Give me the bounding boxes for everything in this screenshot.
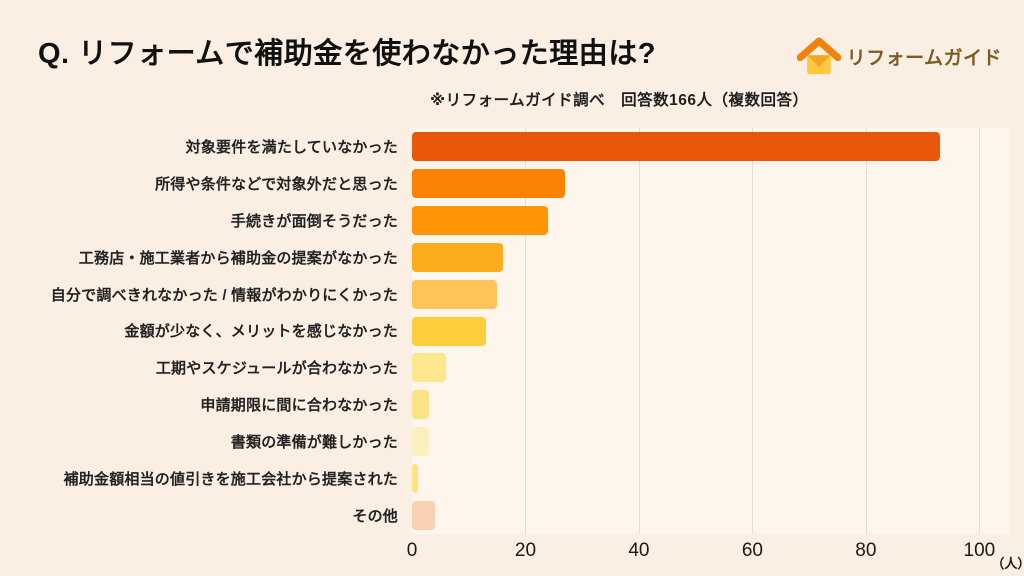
gridline bbox=[865, 128, 867, 534]
category-label-row: 工務店・施工業者から補助金の提案がなかった bbox=[0, 239, 405, 276]
x-tick-label: 100 bbox=[963, 540, 996, 561]
category-label: 手続きが面倒そうだった bbox=[230, 212, 398, 230]
bar bbox=[412, 279, 498, 309]
x-tick-label: 20 bbox=[514, 540, 537, 561]
bar bbox=[412, 242, 503, 272]
category-label: 書類の準備が難しかった bbox=[230, 434, 398, 452]
bar bbox=[412, 353, 447, 383]
x-tick-label: 40 bbox=[628, 540, 650, 561]
category-label-row: 補助金額相当の値引きを施工会社から提案された bbox=[0, 460, 405, 497]
brand-logo-text: リフォームガイド bbox=[846, 47, 1002, 69]
bar-chart-plot-area bbox=[412, 128, 1010, 534]
category-label: 自分で調べきれなかった / 情報がわかりにくかった bbox=[50, 286, 398, 304]
category-label-row: 所得や条件などで対象外だと思った bbox=[0, 165, 405, 202]
survey-note: ※リフォームガイド調べ 回答数166人（複数回答） bbox=[430, 92, 809, 109]
gridline bbox=[752, 128, 754, 534]
category-label: その他 bbox=[352, 507, 398, 525]
bar bbox=[412, 316, 486, 346]
gridline bbox=[525, 128, 527, 534]
bar bbox=[412, 168, 566, 198]
category-label: 工務店・施工業者から補助金の提案がなかった bbox=[78, 249, 398, 267]
chart-title: Q. リフォームで補助金を使わなかった理由は? bbox=[38, 38, 657, 70]
bar bbox=[412, 205, 549, 235]
category-label-row: 金額が少なく、メリットを感じなかった bbox=[0, 312, 405, 349]
category-label: 金額が少なく、メリットを感じなかった bbox=[124, 323, 398, 341]
bar bbox=[412, 131, 940, 161]
x-tick-label: 0 bbox=[406, 540, 418, 561]
x-axis: 0 20 40 60 80 100（人） bbox=[407, 540, 1024, 571]
gridline bbox=[638, 128, 640, 534]
brand-logo: リフォームガイド bbox=[796, 36, 1002, 76]
category-label: 工期やスケジュールが合わなかった bbox=[155, 360, 398, 378]
gridline bbox=[979, 128, 981, 534]
bar bbox=[412, 390, 430, 420]
category-label-row: 書類の準備が難しかった bbox=[0, 423, 405, 460]
category-label-row: 自分で調べきれなかった / 情報がわかりにくかった bbox=[0, 276, 405, 313]
category-label-row: 手続きが面倒そうだった bbox=[0, 202, 405, 239]
category-label-row: 申請期限に間に合わなかった bbox=[0, 386, 405, 423]
x-tick-label: 80 bbox=[855, 540, 877, 561]
x-axis-unit-label: （人） bbox=[991, 556, 1024, 571]
category-label: 申請期限に間に合わなかった bbox=[200, 397, 398, 415]
category-label-row: その他 bbox=[0, 497, 405, 534]
category-labels: 対象要件を満たしていなかった所得や条件などで対象外だと思った手続きが面倒そうだっ… bbox=[0, 128, 405, 534]
category-label: 対象要件を満たしていなかった bbox=[185, 138, 398, 156]
house-logo-icon bbox=[796, 36, 841, 76]
bar bbox=[412, 464, 418, 494]
category-label: 所得や条件などで対象外だと思った bbox=[155, 175, 398, 193]
category-label-row: 工期やスケジュールが合わなかった bbox=[0, 349, 405, 386]
bar bbox=[412, 427, 430, 457]
category-label-row: 対象要件を満たしていなかった bbox=[0, 128, 405, 165]
x-tick-label: 60 bbox=[741, 540, 763, 561]
bar bbox=[412, 501, 435, 531]
category-label: 補助金額相当の値引きを施工会社から提案された bbox=[63, 470, 398, 488]
